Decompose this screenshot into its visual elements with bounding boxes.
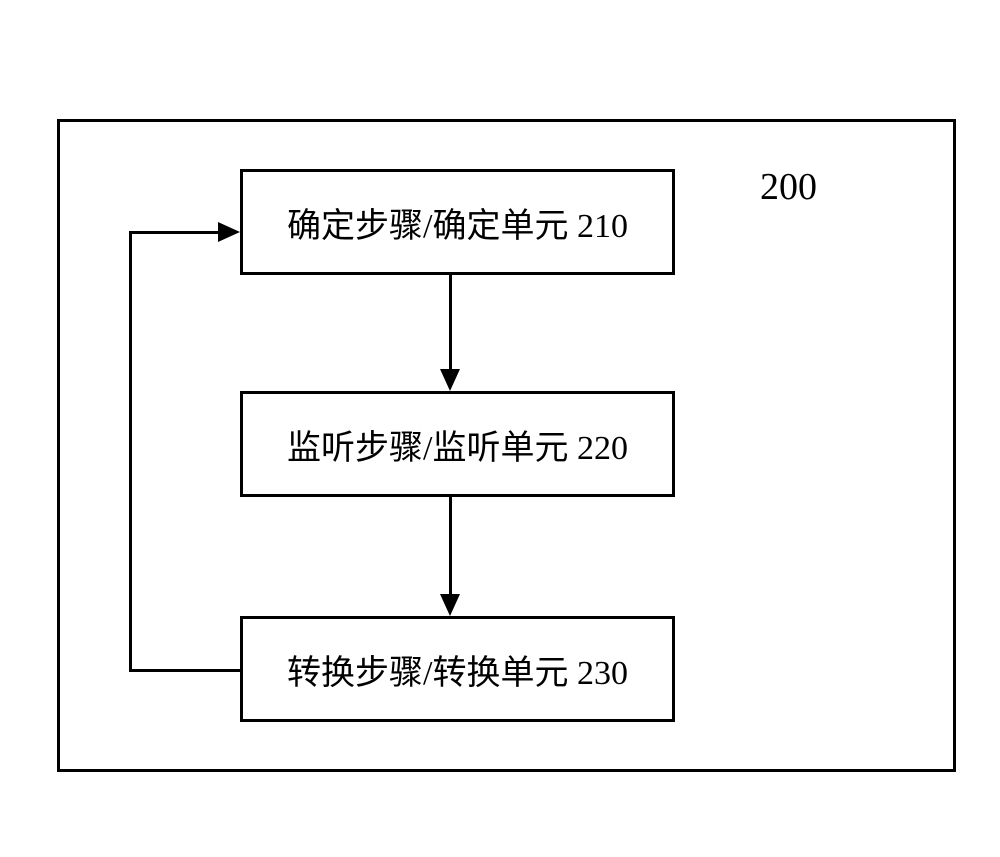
diagram-id-label: 200 [760, 165, 817, 209]
node-determine-label: 确定步骤/确定单元 210 [287, 198, 628, 247]
node-convert: 转换步骤/转换单元 230 [240, 616, 675, 722]
arrow-listen-to-convert-head [440, 594, 460, 616]
node-convert-label: 转换步骤/转换单元 230 [287, 645, 628, 694]
arrow-determine-to-listen-line [449, 275, 452, 369]
node-determine: 确定步骤/确定单元 210 [240, 169, 675, 275]
arrow-feedback-seg-vertical [129, 232, 132, 672]
arrow-feedback-seg-bottom [130, 669, 240, 672]
node-listen: 监听步骤/监听单元 220 [240, 391, 675, 497]
arrow-determine-to-listen-head [440, 369, 460, 391]
node-listen-label: 监听步骤/监听单元 220 [287, 420, 628, 469]
arrow-feedback-head [218, 222, 240, 242]
diagram-canvas: 200 确定步骤/确定单元 210 监听步骤/监听单元 220 转换步骤/转换单… [0, 0, 1000, 857]
arrow-listen-to-convert-line [449, 497, 452, 594]
arrow-feedback-seg-top [129, 231, 219, 234]
